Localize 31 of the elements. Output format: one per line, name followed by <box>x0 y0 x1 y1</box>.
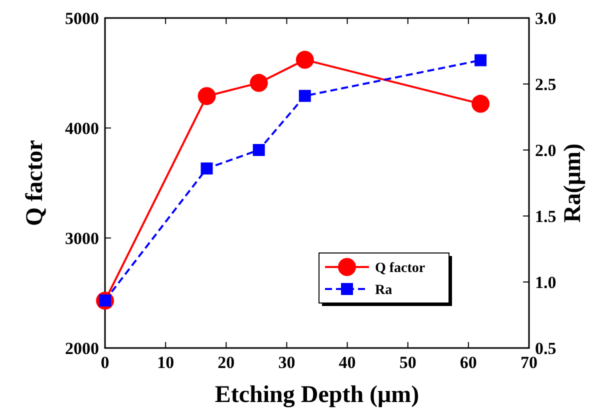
point <box>296 50 314 69</box>
x-tick-label: 0 <box>100 353 110 372</box>
legend-label: Q factor <box>375 261 426 276</box>
x-tick-label: 70 <box>520 353 538 372</box>
y2-tick-label: 2.0 <box>535 141 556 160</box>
x-tick-label: 40 <box>338 353 356 372</box>
x-axis-title: Etching Depth (μm) <box>214 382 420 408</box>
legend-label: Ra <box>375 283 392 298</box>
point <box>298 90 311 102</box>
point <box>250 74 268 92</box>
x-tick-label: 10 <box>157 353 174 372</box>
y-tick-label: 2000 <box>65 339 99 358</box>
point <box>200 162 213 174</box>
y-tick-label: 4000 <box>65 119 99 138</box>
y2-tick-label: 1.5 <box>535 207 556 226</box>
point <box>472 94 490 113</box>
point <box>198 87 216 106</box>
x-tick-label: 20 <box>218 353 235 372</box>
x-tick-label: 50 <box>399 353 416 372</box>
y2-axis-title: Ra(μm) <box>560 144 586 222</box>
y2-tick-label: 2.5 <box>535 75 556 94</box>
y-tick-label: 3000 <box>65 229 99 248</box>
y-tick-label: 5000 <box>65 9 99 28</box>
y2-tick-label: 1.0 <box>535 273 556 292</box>
x-tick-label: 30 <box>278 353 296 372</box>
point <box>252 144 265 156</box>
x-tick-label: 60 <box>460 353 477 372</box>
y2-tick-label: 0.5 <box>535 339 556 358</box>
y2-tick-label: 3.0 <box>535 9 556 28</box>
point <box>474 54 487 66</box>
y-axis-title: Q factor <box>22 140 48 226</box>
